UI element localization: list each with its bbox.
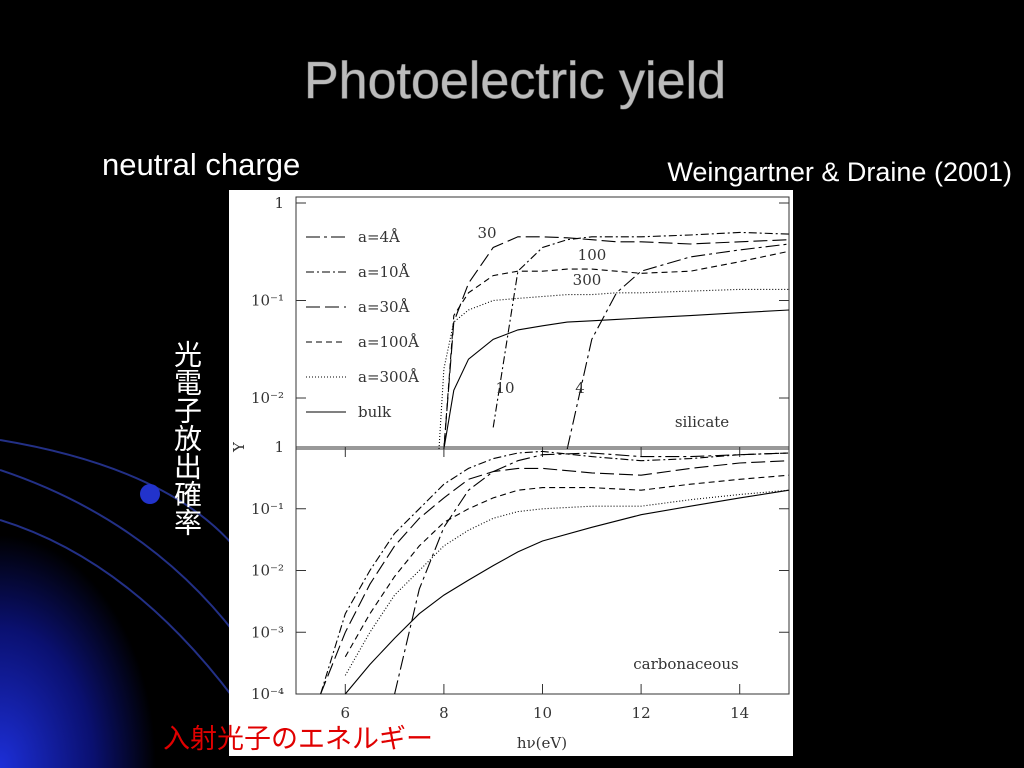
data-line xyxy=(443,250,790,450)
annotation: 100 xyxy=(578,246,607,264)
data-line xyxy=(443,309,790,450)
annotation: 10 xyxy=(495,379,514,397)
y-tick-label: 10⁻³ xyxy=(251,623,284,641)
x-tick-label: 6 xyxy=(341,704,351,722)
legend-label: a=30Å xyxy=(358,298,410,316)
legend-label: bulk xyxy=(358,403,392,421)
x-tick-label: 12 xyxy=(632,704,651,722)
y-tick-label: 1 xyxy=(274,194,284,212)
data-line xyxy=(443,236,790,450)
y-tick-label: 10⁻¹ xyxy=(251,500,284,518)
data-line xyxy=(320,450,790,695)
legend-label: a=100Å xyxy=(358,333,419,351)
decor-dot xyxy=(140,484,160,504)
y-tick-label: 10⁻² xyxy=(251,389,284,407)
subtitle: neutral charge xyxy=(102,147,300,182)
annotation: 300 xyxy=(573,271,602,289)
data-line xyxy=(394,452,790,695)
data-line xyxy=(344,489,790,695)
y-tick-label: 10⁻¹ xyxy=(251,292,284,310)
y-caption: 光電子放出確率 xyxy=(170,340,203,536)
data-line xyxy=(344,474,790,658)
legend-label: a=300Å xyxy=(358,368,419,386)
legend-label: a=10Å xyxy=(358,263,410,281)
data-line xyxy=(566,243,790,450)
x-tick-label: 8 xyxy=(439,704,449,722)
slide-title: Photoelectric yield xyxy=(304,52,726,110)
citation: Weingartner & Draine (2001) xyxy=(667,157,1012,187)
y-tick-label: 10⁻⁴ xyxy=(251,685,284,703)
x-tick-label: 10 xyxy=(533,704,552,722)
y-tick-label: 1 xyxy=(274,438,284,456)
y-tick-label: 10⁻² xyxy=(251,562,284,580)
annotation: 4 xyxy=(575,379,585,397)
annotation: 30 xyxy=(477,224,496,242)
data-line xyxy=(320,460,790,695)
x-axis-label: hν(eV) xyxy=(517,734,567,752)
background-glow xyxy=(0,380,260,768)
x-tick-label: 14 xyxy=(730,704,749,722)
annotation: silicate xyxy=(675,413,729,431)
y-axis-label: Y xyxy=(230,441,248,453)
plot-image xyxy=(229,190,793,756)
legend-label: a=4Å xyxy=(358,228,400,246)
x-caption: 入射光子のエネルギー xyxy=(163,724,433,755)
annotation: carbonaceous xyxy=(633,655,738,673)
